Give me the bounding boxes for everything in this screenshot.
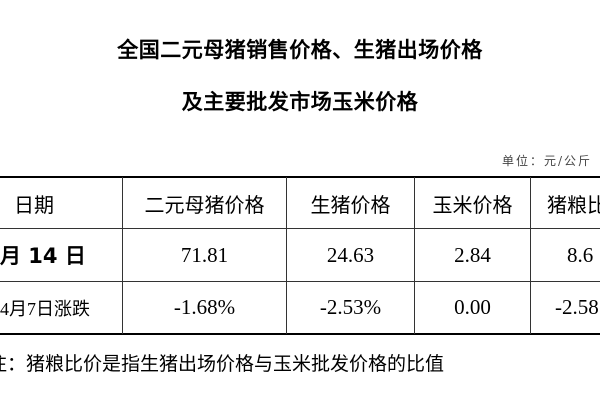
cell-change-label: 4月7日涨跌 (0, 298, 90, 319)
column-divider (286, 177, 287, 334)
cell-ratio-change: -2.58 (555, 295, 599, 319)
cell-hog-grain-ratio: 8.6 (567, 242, 594, 267)
header-corn-price: 玉米价格 (432, 192, 513, 217)
column-divider (122, 177, 123, 334)
cell-sow-price: 71.81 (180, 242, 229, 267)
header-date: 日期 (14, 192, 54, 217)
title-line-1: 全国二元母猪销售价格、生猪出场价格 (117, 38, 483, 62)
table-top-border (0, 176, 600, 178)
cell-corn-change: 0.00 (454, 295, 491, 319)
column-divider (414, 177, 415, 334)
cell-date: 月 14 日 (0, 244, 86, 268)
cell-hog-change: -2.53% (319, 295, 382, 319)
cell-sow-change: -1.68% (173, 295, 236, 319)
header-sow-price: 二元母猪价格 (144, 192, 265, 217)
footnote: 注：猪粮比价是指生猪出场价格与玉米批发价格的比值 (0, 353, 445, 375)
row-divider (0, 281, 600, 282)
title-line-2: 及主要批发市场玉米价格 (181, 90, 419, 114)
table-bottom-border (0, 333, 600, 335)
header-hog-grain-ratio: 猪粮比 (547, 192, 600, 217)
header-hog-price: 生猪价格 (310, 192, 391, 217)
cell-corn-price: 2.84 (454, 242, 491, 267)
unit-label: 单位：元/公斤 (501, 154, 592, 168)
cell-hog-price: 24.63 (326, 242, 375, 267)
row-divider (0, 228, 600, 229)
column-divider (530, 177, 531, 334)
